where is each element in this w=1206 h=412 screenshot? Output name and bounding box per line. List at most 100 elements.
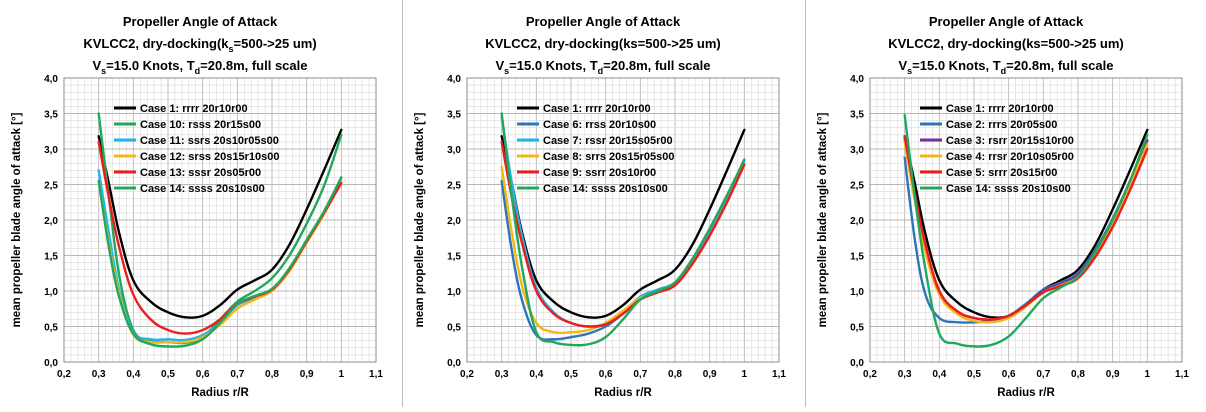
- legend-entry: Case 8: srrs 20s15r05s00: [543, 151, 675, 163]
- divider-1: [402, 0, 403, 407]
- y-tick-label: 3,0: [447, 145, 461, 156]
- y-tick-label: 0,5: [44, 323, 58, 334]
- x-tick-label: 1,1: [772, 369, 786, 380]
- legend: Case 1: rrrr 20r10r00 Case 2: rrrs 20r05s…: [920, 103, 1074, 195]
- chart-panel-2: Propeller Angle of Attack KVLCC2, dry-doc…: [403, 0, 805, 407]
- y-axis-ticks: 0,0 0,5 1,0 1,5 2,0 2,5 3,0 3,5 4,0: [44, 74, 58, 369]
- series-line: [97, 176, 343, 348]
- x-tick-label: 0,6: [1002, 369, 1016, 380]
- subtitle2-part: =20.8m, full scale: [200, 58, 307, 73]
- subtitle2-sub: d: [598, 66, 604, 76]
- x-tick-label: 0,8: [265, 369, 279, 380]
- legend-entry: Case 1: rrrr 20r10r00: [543, 103, 651, 115]
- chart-panel-3: Propeller Angle of Attack KVLCC2, dry-doc…: [806, 0, 1206, 407]
- legend-entry: Case 6: rrss 20r10s00: [543, 119, 656, 131]
- subtitle2-sub: s: [907, 66, 912, 76]
- legend-entry: Case 4: rrsr 20r10s05r00: [946, 151, 1074, 163]
- series-line: [903, 140, 1149, 324]
- y-tick-label: 2,5: [447, 181, 461, 192]
- subtitle2-sub: d: [1001, 66, 1007, 76]
- chart-subtitle: KVLCC2, dry-docking(ks=500->25 um): [83, 36, 316, 54]
- legend-entry: Case 11: ssrs 20s10r05s00: [140, 135, 279, 147]
- x-tick-label: 0,5: [564, 369, 578, 380]
- y-tick-label: 4,0: [447, 74, 461, 85]
- chart-title: Propeller Angle of Attack: [526, 14, 681, 29]
- legend-entry: Case 1: rrrr 20r10r00: [140, 103, 248, 115]
- series-group: [903, 113, 1149, 348]
- x-axis-ticks: 0,2 0,3 0,4 0,5 0,6 0,7 0,8 0,9 1 1,1: [460, 369, 786, 380]
- x-tick-label: 0,7: [1036, 369, 1050, 380]
- x-tick-label: 1: [339, 369, 345, 380]
- y-axis-label: mean propeller blade angle of attack [°]: [414, 112, 426, 327]
- y-tick-label: 2,0: [447, 216, 461, 227]
- legend-entry: Case 7: rssr 20r15s05r00: [543, 135, 673, 147]
- legend-entry: Case 5: srrr 20s15r00: [946, 167, 1057, 179]
- chart-title: Propeller Angle of Attack: [123, 14, 278, 29]
- x-axis-label: Radius r/R: [997, 387, 1055, 399]
- subtitle2-sub: s: [504, 66, 509, 76]
- y-tick-label: 4,0: [850, 74, 864, 85]
- series-line: [500, 128, 746, 319]
- subtitle2-part: =20.8m, full scale: [603, 58, 710, 73]
- subtitle-part: =500->25 um): [234, 36, 317, 51]
- y-tick-label: 3,5: [447, 110, 461, 121]
- chart-subtitle-2: Vs=15.0 Knots, Td=20.8m, full scale: [92, 58, 307, 76]
- legend-entry: Case 3: rsrr 20r15s10r00: [946, 135, 1074, 147]
- legend-entry: Case 14: ssss 20s10s00: [140, 183, 265, 195]
- x-axis-ticks: 0,2 0,3 0,4 0,5 0,6 0,7 0,8 0,9 1 1,1: [57, 369, 383, 380]
- y-axis-ticks: 0,0 0,5 1,0 1,5 2,0 2,5 3,0 3,5 4,0: [447, 74, 461, 369]
- legend-entry: Case 1: rrrr 20r10r00: [946, 103, 1054, 115]
- plot-frame: [869, 77, 1183, 363]
- plot-frame: [466, 77, 780, 363]
- x-tick-label: 0,3: [495, 369, 509, 380]
- chart-panel-1: Propeller Angle of Attack KVLCC2, dry-doc…: [0, 0, 402, 407]
- series-line: [97, 112, 343, 345]
- y-tick-label: 1,0: [447, 287, 461, 298]
- y-tick-label: 1,0: [44, 287, 58, 298]
- x-tick-label: 1: [742, 369, 748, 380]
- y-tick-label: 3,0: [44, 145, 58, 156]
- series-line: [500, 112, 746, 347]
- series-line: [500, 140, 746, 328]
- x-tick-label: 0,9: [1106, 369, 1120, 380]
- legend: Case 1: rrrr 20r10r00 Case 6: rrss 20r10s…: [517, 103, 675, 195]
- x-tick-label: 0,6: [196, 369, 210, 380]
- legend-entry: Case 9: ssrr 20s10r00: [543, 167, 656, 179]
- x-tick-label: 0,8: [668, 369, 682, 380]
- subtitle2-part: V: [898, 58, 907, 73]
- x-tick-label: 0,5: [967, 369, 981, 380]
- y-tick-label: 1,5: [44, 252, 58, 263]
- y-tick-label: 2,0: [850, 216, 864, 227]
- y-tick-label: 0,5: [850, 323, 864, 334]
- x-axis-label: Radius r/R: [191, 387, 249, 399]
- x-tick-label: 0,9: [703, 369, 717, 380]
- x-tick-label: 0,4: [932, 369, 946, 380]
- subtitle-sub: s: [229, 44, 234, 54]
- y-tick-label: 0,0: [44, 358, 58, 369]
- y-tick-label: 2,5: [44, 181, 58, 192]
- x-tick-label: 0,2: [460, 369, 474, 380]
- x-axis-ticks: 0,2 0,3 0,4 0,5 0,6 0,7 0,8 0,9 1 1,1: [863, 369, 1189, 380]
- divider-2: [805, 0, 806, 407]
- x-tick-label: 1: [1145, 369, 1151, 380]
- x-tick-label: 0,3: [92, 369, 106, 380]
- x-tick-label: 0,2: [57, 369, 71, 380]
- legend-entry: Case 14: ssss 20s10s00: [543, 183, 668, 195]
- series-line: [903, 113, 1149, 348]
- plot-frame: [63, 77, 377, 363]
- chart-subtitle: KVLCC2, dry-docking(ks=500->25 um): [888, 36, 1124, 51]
- y-axis-label: mean propeller blade angle of attack [°]: [11, 112, 23, 327]
- chart-2: Propeller Angle of Attack KVLCC2, dry-doc…: [414, 14, 786, 399]
- x-tick-label: 0,2: [863, 369, 877, 380]
- y-tick-label: 4,0: [44, 74, 58, 85]
- chart-title-block: Propeller Angle of Attack KVLCC2, dry-doc…: [888, 14, 1124, 76]
- x-tick-label: 0,7: [230, 369, 244, 380]
- y-tick-label: 1,5: [447, 252, 461, 263]
- chart-subtitle-2: Vs=15.0 Knots, Td=20.8m, full scale: [898, 58, 1113, 76]
- y-tick-label: 1,0: [850, 287, 864, 298]
- x-tick-label: 0,7: [633, 369, 647, 380]
- y-tick-label: 2,5: [850, 181, 864, 192]
- x-tick-label: 0,6: [599, 369, 613, 380]
- chart-title-block: Propeller Angle of Attack KVLCC2, dry-doc…: [83, 14, 316, 76]
- chart-title-block: Propeller Angle of Attack KVLCC2, dry-doc…: [485, 14, 721, 76]
